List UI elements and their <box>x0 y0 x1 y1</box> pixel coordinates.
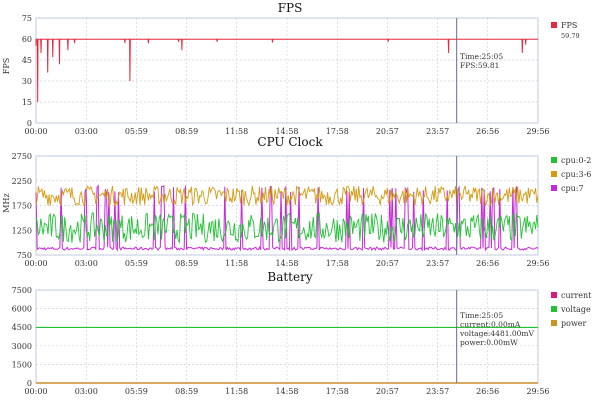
battery-legend-swatch-1[interactable] <box>551 306 557 312</box>
cpu-legend-label-2: cpu:7 <box>561 184 584 193</box>
battery-legend-label-1: voltage <box>560 305 591 314</box>
battery-tooltip-current: current:0.00mA <box>460 320 521 329</box>
cpu-x-tick-label: 26:56 <box>476 259 499 268</box>
cpu-series-1-line <box>35 185 539 207</box>
battery-chart-title: Battery <box>267 270 312 284</box>
bat-x-tick-label: 03:00 <box>75 387 98 396</box>
fps-x-tick-label: 00:00 <box>24 127 47 136</box>
fps-x-tick-label: 03:00 <box>75 127 98 136</box>
bat-y-tick-label: 7500 <box>12 286 32 295</box>
bat-x-tick-label: 26:56 <box>476 387 499 396</box>
bat-x-tick-label: 23:57 <box>426 387 449 396</box>
battery-legend-label-2: power <box>561 319 587 328</box>
cpu-chart-title: CPU Clock <box>257 135 323 149</box>
bat-y-tick-label: 6000 <box>12 305 32 314</box>
cpu-legend-label-1: cpu:3-6 <box>561 170 591 179</box>
cpu-x-tick-label: 14:58 <box>275 259 298 268</box>
cpu-x-tick-label: 17:58 <box>326 259 349 268</box>
bat-y-tick-label: 4500 <box>12 323 32 332</box>
fps-series-line <box>35 38 538 103</box>
cpu-clock-chart: CPU Clock 750 1250 1750 2250 2750 00:00 03:00… <box>2 135 591 268</box>
cpu-legend-label-0: cpu:0-2 <box>561 156 591 165</box>
fps-chart-title: FPS <box>278 1 303 15</box>
fps-x-tick-label: 26:56 <box>476 127 499 136</box>
battery-chart: Battery 0 1500 3000 4500 6000 7500 00:00 03:00… <box>12 270 593 396</box>
cpu-y-axis-label: MHz <box>2 193 11 212</box>
fps-y-tick-label: 75 <box>22 14 32 23</box>
fps-tooltip-value: FPS:59.81 <box>460 61 499 70</box>
bat-x-tick-label: 05:59 <box>125 387 148 396</box>
cpu-series-2-line <box>35 184 539 252</box>
fps-chart: FPS 0 15 30 45 60 75 00:00 03:00 05:59 08:59 11:5… <box>2 1 580 136</box>
fps-x-tick-label: 14:58 <box>275 127 298 136</box>
battery-tooltip-voltage: voltage:4481.00mV <box>459 329 535 338</box>
bat-x-tick-label: 20:57 <box>376 387 399 396</box>
cpu-series-lines <box>35 184 539 252</box>
battery-legend-swatch-2[interactable] <box>551 320 557 326</box>
cpu-y-ticks: 750 1250 1750 2250 2750 <box>12 152 32 260</box>
cpu-x-tick-label: 03:00 <box>75 259 98 268</box>
fps-legend-value: 59.79 <box>561 32 580 40</box>
cpu-legend-swatch-0[interactable] <box>551 157 557 163</box>
fps-y-tick-label: 15 <box>22 98 32 107</box>
fps-y-axis-label: FPS <box>2 58 11 74</box>
fps-y-ticks: 0 15 30 45 60 75 <box>22 14 32 128</box>
cpu-x-tick-label: 08:59 <box>175 259 198 268</box>
fps-tooltip: Time:25:05 FPS:59.81 <box>460 52 503 70</box>
fps-tooltip-time: Time:25:05 <box>460 52 503 61</box>
cpu-legend-swatch-1[interactable] <box>551 171 557 177</box>
fps-y-tick-label: 60 <box>22 35 32 44</box>
bat-x-tick-label: 00:00 <box>24 387 47 396</box>
fps-x-tick-label: 20:57 <box>376 127 399 136</box>
fps-grid <box>35 17 539 124</box>
bat-y-tick-label: 0 <box>27 379 32 388</box>
cpu-y-tick-label: 2250 <box>12 177 32 186</box>
battery-tooltip: Time:25:05 current:0.00mA voltage:4481.0… <box>459 311 535 347</box>
battery-legend-label-0: current <box>561 291 592 300</box>
fps-x-tick-label: 05:59 <box>125 127 148 136</box>
fps-y-tick-label: 0 <box>27 119 32 128</box>
fps-x-tick-label: 29:56 <box>526 127 549 136</box>
bat-x-tick-label: 17:58 <box>326 387 349 396</box>
bat-y-tick-label: 3000 <box>12 342 32 351</box>
cpu-y-tick-label: 2750 <box>12 152 32 161</box>
battery-y-ticks: 0 1500 3000 4500 6000 7500 <box>12 286 32 388</box>
bat-x-tick-label: 11:58 <box>225 387 248 396</box>
cpu-y-tick-label: 750 <box>17 251 32 260</box>
battery-series-lines <box>36 326 538 384</box>
cpu-x-tick-label: 29:56 <box>526 259 549 268</box>
fps-legend-label: FPS <box>561 21 577 30</box>
cpu-x-tick-label: 23:57 <box>426 259 449 268</box>
cpu-x-ticks: 00:00 03:00 05:59 08:59 11:58 14:58 17:58 20:57… <box>24 259 549 268</box>
battery-tooltip-power: power:0.00mW <box>460 338 518 347</box>
battery-legend-swatch-0[interactable] <box>551 292 557 298</box>
cpu-x-tick-label: 05:59 <box>125 259 148 268</box>
cpu-legend-swatch-2[interactable] <box>551 185 557 191</box>
fps-legend: FPS 59.79 <box>551 21 580 40</box>
battery-legend: current voltage power <box>551 291 592 328</box>
fps-x-tick-label: 08:59 <box>175 127 198 136</box>
cpu-x-tick-label: 00:00 <box>24 259 47 268</box>
fps-legend-swatch[interactable] <box>551 22 557 28</box>
cpu-series-0-line <box>35 211 539 244</box>
fps-y-tick-label: 30 <box>22 77 32 86</box>
cpu-y-tick-label: 1250 <box>12 226 32 235</box>
battery-x-ticks: 00:00 03:00 05:59 08:59 11:58 14:58 17:58 20:57… <box>24 387 549 396</box>
bat-x-tick-label: 29:56 <box>526 387 549 396</box>
cpu-y-tick-label: 1750 <box>12 202 32 211</box>
battery-tooltip-time: Time:25:05 <box>460 311 503 320</box>
fps-x-tick-label: 11:58 <box>225 127 248 136</box>
fps-y-tick-label: 45 <box>22 56 32 65</box>
cpu-legend: cpu:0-2 cpu:3-6 cpu:7 <box>551 156 591 193</box>
bat-y-tick-label: 1500 <box>12 360 32 369</box>
cpu-x-tick-label: 11:58 <box>225 259 248 268</box>
fps-x-ticks: 00:00 03:00 05:59 08:59 11:58 14:58 17:58 20:57… <box>24 127 549 136</box>
fps-x-tick-label: 23:57 <box>426 127 449 136</box>
fps-x-tick-label: 17:58 <box>326 127 349 136</box>
bat-x-tick-label: 08:59 <box>175 387 198 396</box>
cpu-x-tick-label: 20:57 <box>376 259 399 268</box>
bat-x-tick-label: 14:58 <box>275 387 298 396</box>
